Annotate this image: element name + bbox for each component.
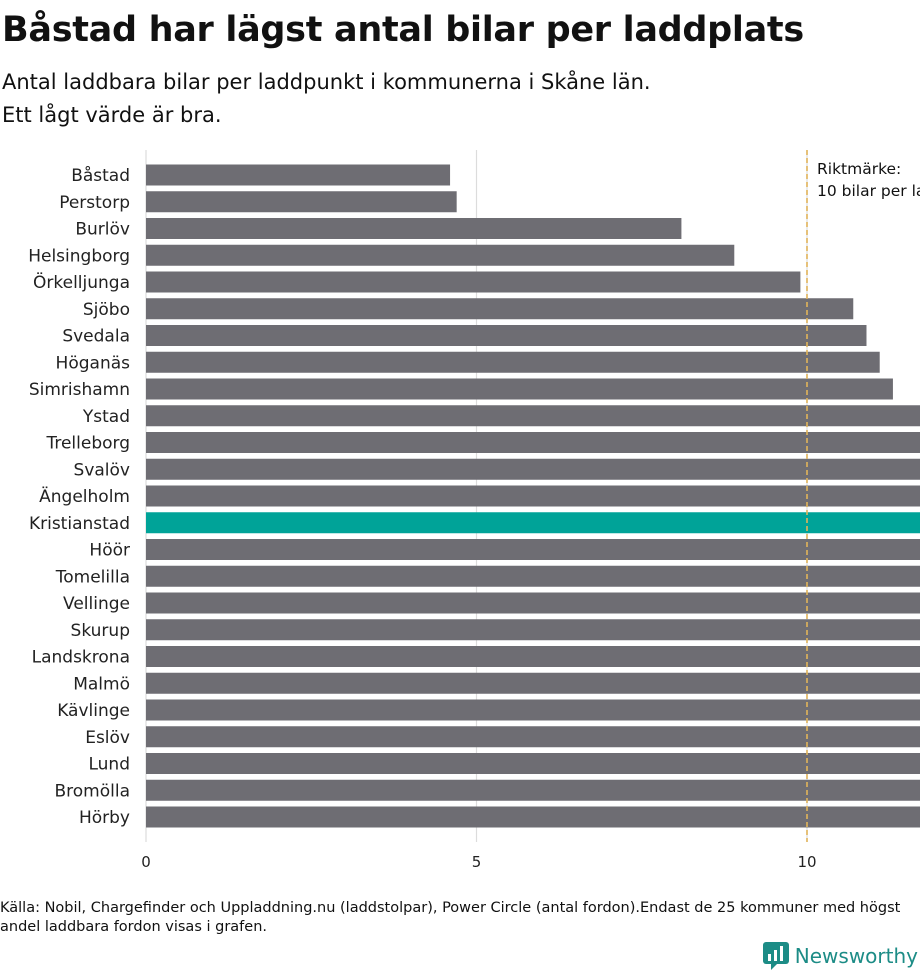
category-label: Båstad xyxy=(71,165,130,186)
category-label: Höganäs xyxy=(56,353,131,373)
bar xyxy=(146,271,801,293)
bar xyxy=(146,164,451,186)
brand-logo: Newsworthy xyxy=(762,942,918,970)
category-label: Landskrona xyxy=(32,648,130,668)
bar xyxy=(146,378,893,400)
reference-line-group: Riktmärke: 10 bilar per laddpunkt xyxy=(806,150,920,842)
category-label: Svalöv xyxy=(74,460,130,480)
category-label: Perstorp xyxy=(59,193,130,213)
category-label: Sjöbo xyxy=(83,300,130,320)
category-label: Höör xyxy=(89,541,130,561)
x-axis-ticks: 05101520 xyxy=(141,853,816,871)
category-label: Kävlinge xyxy=(57,701,130,721)
bar xyxy=(146,351,880,373)
bar xyxy=(146,672,920,694)
category-label: Burlöv xyxy=(75,220,130,240)
bar-chart: Riktmärke: 10 bilar per laddpunkt Båstad P… xyxy=(28,150,920,871)
source-note: Källa: Nobil, Chargefinder och Uppladdni… xyxy=(0,900,901,935)
category-label: Hörby xyxy=(79,808,130,828)
category-label: Örkelljunga xyxy=(33,271,130,293)
category-label: Svedala xyxy=(62,327,130,347)
subtitle-line-1: Antal laddbara bilar per laddpunkt i kom… xyxy=(2,70,651,94)
chart-title: Båstad har lägst antal bilar per laddpla… xyxy=(2,10,804,50)
category-label: Bromölla xyxy=(54,781,130,801)
bar xyxy=(146,244,735,266)
category-label: Ystad xyxy=(82,407,130,427)
bar xyxy=(146,726,920,748)
bar xyxy=(146,592,920,614)
category-label: Vellinge xyxy=(63,594,130,614)
bar xyxy=(146,699,920,721)
subtitle-line-2: Ett lågt värde är bra. xyxy=(2,103,222,127)
bar xyxy=(146,405,920,427)
bar xyxy=(146,806,920,828)
category-label: Skurup xyxy=(71,621,130,641)
bar xyxy=(146,646,920,667)
bar xyxy=(146,485,920,507)
reference-label-line-2: 10 bilar per laddpunkt xyxy=(817,182,920,200)
category-label: Lund xyxy=(88,755,130,775)
category-label: Helsingborg xyxy=(28,246,130,266)
category-label: Eslöv xyxy=(85,728,130,748)
bar xyxy=(146,753,920,774)
bar xyxy=(146,619,920,641)
category-label: Malmö xyxy=(73,674,130,694)
x-tick-label: 10 xyxy=(797,853,816,871)
bar xyxy=(146,779,920,801)
category-label: Tomelilla xyxy=(55,567,130,587)
bar xyxy=(146,325,867,346)
category-label: Ängelholm xyxy=(39,486,130,507)
bar xyxy=(146,218,682,239)
brand-name: Newsworthy xyxy=(794,944,918,968)
bars xyxy=(146,164,920,828)
bar xyxy=(146,298,854,320)
category-label: Trelleborg xyxy=(45,434,130,454)
bar xyxy=(146,539,920,560)
x-tick-label: 0 xyxy=(141,853,151,871)
category-labels: Båstad Perstorp Burlöv Helsingborg Örkelljun… xyxy=(28,165,131,828)
reference-label-line-1: Riktmärke: xyxy=(817,160,901,178)
bar xyxy=(146,432,920,453)
x-tick-label: 5 xyxy=(472,853,482,871)
chart-subtitle: Antal laddbara bilar per laddpunkt i kom… xyxy=(2,66,651,132)
bar xyxy=(146,458,920,480)
newsworthy-logo-icon xyxy=(762,942,789,970)
highlight-bar xyxy=(146,512,920,534)
category-label: Kristianstad xyxy=(29,514,130,534)
category-label: Simrishamn xyxy=(29,380,130,400)
bar xyxy=(146,191,457,213)
bar xyxy=(146,565,920,587)
